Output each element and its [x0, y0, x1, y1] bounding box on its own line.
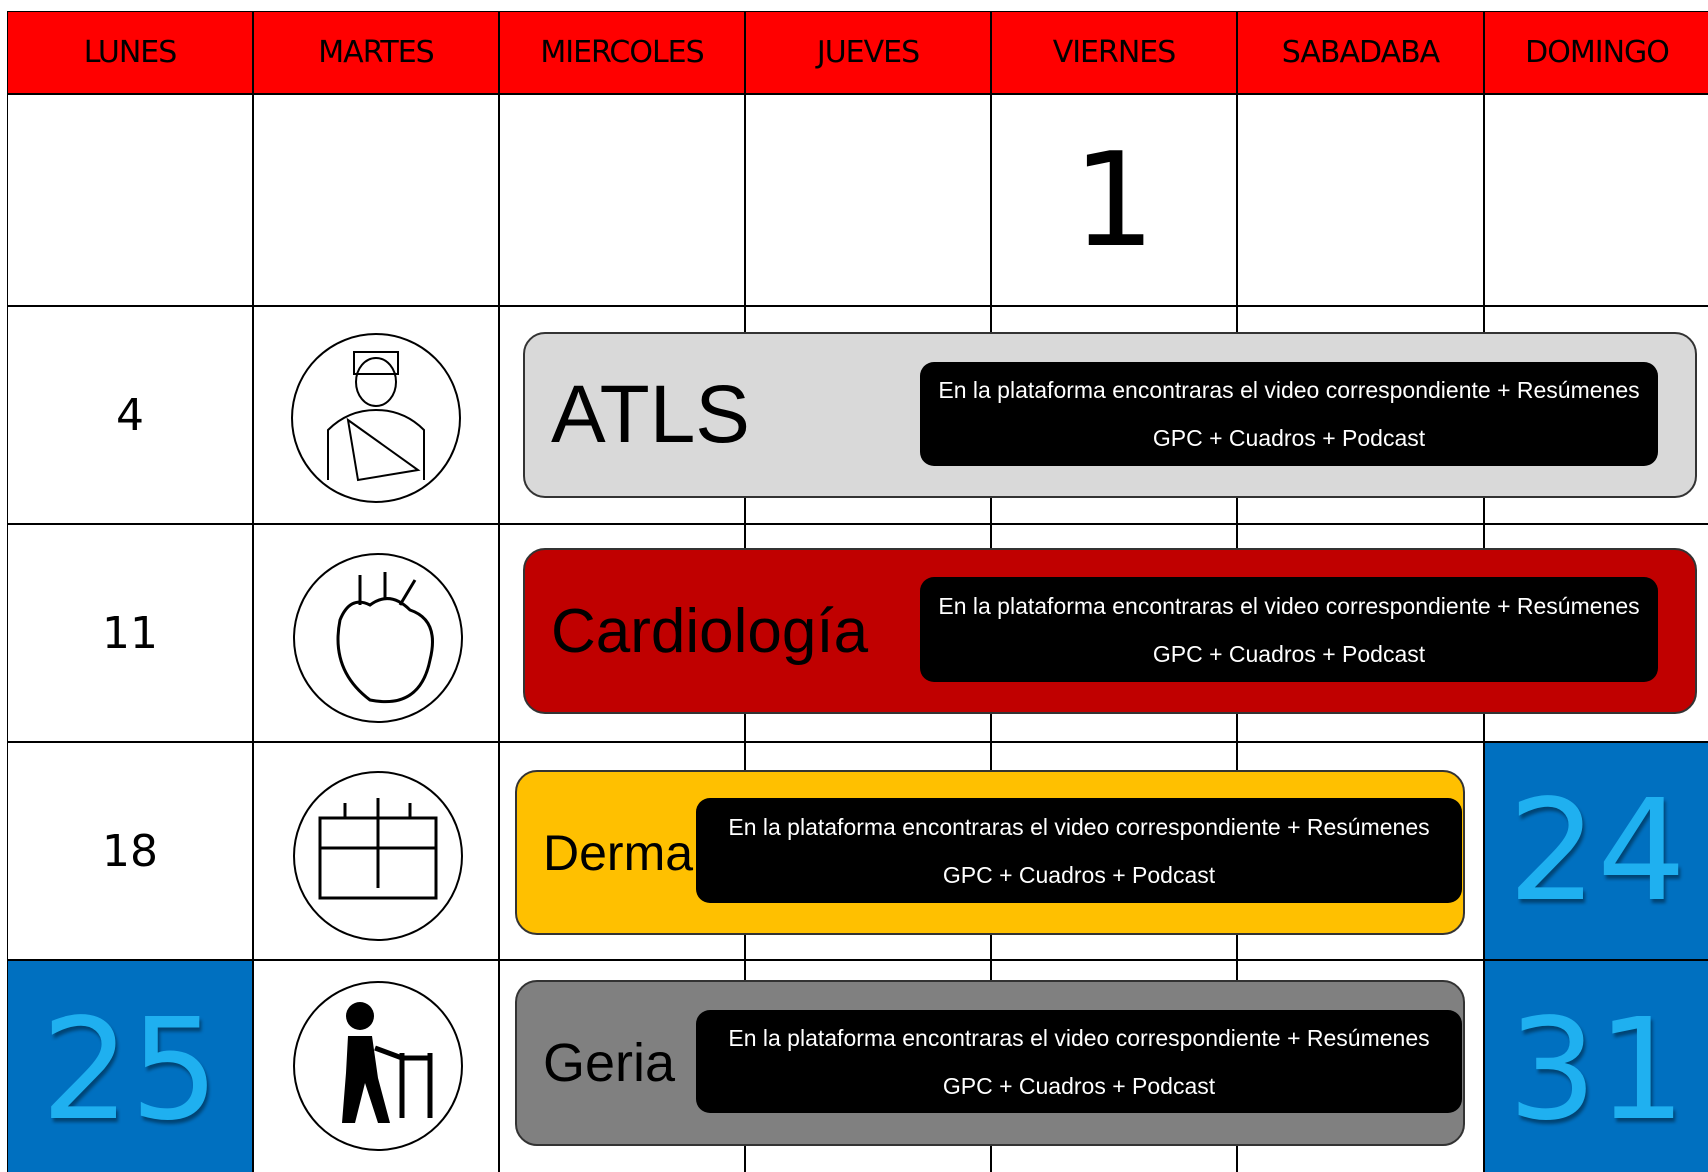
event-title: Derma	[543, 824, 694, 881]
day-cell: 25	[7, 960, 253, 1172]
day-cell	[7, 94, 253, 306]
event-title: ATLS	[551, 369, 750, 460]
event-bar: Geria En la plataforma encontraras el vid…	[515, 980, 1465, 1146]
event-title: Geria	[543, 1033, 676, 1093]
day-header: SABADABA	[1237, 11, 1484, 94]
event-description: En la plataforma encontraras el video co…	[696, 1010, 1462, 1113]
event-bar: ATLS En la plataforma encontraras el vide…	[523, 332, 1697, 498]
day-cell	[253, 524, 499, 742]
day-number: 24	[1507, 769, 1687, 933]
event-bar: Derma En la plataforma encontraras el vid…	[515, 770, 1465, 935]
day-header: VIERNES	[991, 11, 1237, 94]
event-description: En la plataforma encontraras el video co…	[920, 577, 1658, 682]
day-number: 18	[102, 825, 158, 877]
day-number: 11	[102, 607, 158, 659]
elderly-icon	[293, 981, 463, 1151]
day-header: LUNES	[7, 11, 253, 94]
day-header: JUEVES	[745, 11, 991, 94]
day-cell: 18	[7, 742, 253, 960]
skin-icon	[293, 771, 463, 941]
day-cell	[1237, 94, 1484, 306]
day-header: MIERCOLES	[499, 11, 745, 94]
day-cell	[253, 960, 499, 1172]
day-cell	[253, 742, 499, 960]
event-description: En la plataforma encontraras el video co…	[920, 362, 1658, 466]
day-cell: 31	[1484, 960, 1708, 1172]
event-bar: Cardiología En la plataforma encontraras …	[523, 548, 1697, 714]
day-cell: 11	[7, 524, 253, 742]
day-cell	[499, 94, 745, 306]
day-header: DOMINGO	[1484, 11, 1708, 94]
day-number: 31	[1507, 988, 1687, 1152]
day-cell: 24	[1484, 742, 1708, 960]
day-number: 1	[1072, 124, 1156, 276]
event-description: En la plataforma encontraras el video co…	[696, 798, 1462, 903]
heart-icon	[293, 553, 463, 723]
event-title: Cardiología	[551, 596, 869, 666]
day-cell	[253, 94, 499, 306]
day-cell	[253, 306, 499, 524]
day-number: 25	[40, 988, 220, 1152]
trauma-icon	[291, 333, 461, 503]
day-cell	[1484, 94, 1708, 306]
day-header: MARTES	[253, 11, 499, 94]
day-cell	[745, 94, 991, 306]
day-number: 4	[116, 389, 144, 441]
day-cell: 4	[7, 306, 253, 524]
day-cell: 1	[991, 94, 1237, 306]
